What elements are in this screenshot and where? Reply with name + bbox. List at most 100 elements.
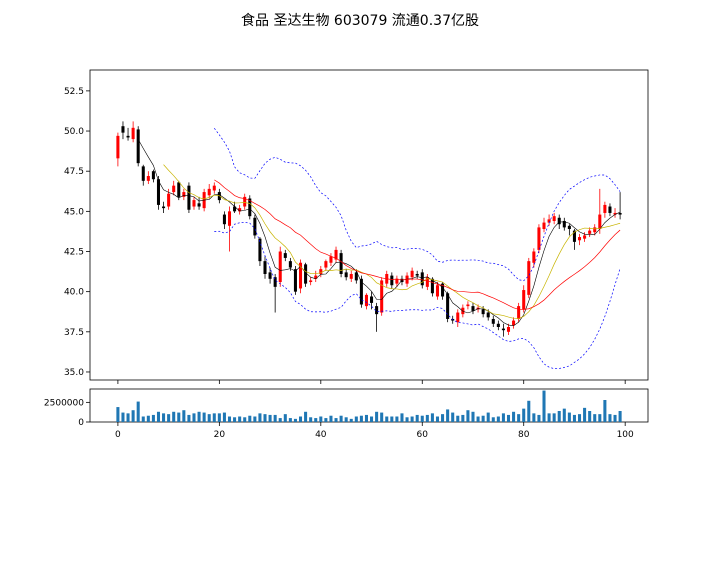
- candle-body: [162, 206, 166, 209]
- candle-body: [329, 256, 333, 263]
- candle-body: [156, 179, 161, 205]
- candle-body: [207, 188, 211, 196]
- volume-bar: [537, 414, 541, 422]
- candle-body: [425, 277, 429, 287]
- chart-title: 食品 圣达生物 603079 流通0.37亿股: [241, 13, 479, 29]
- candle-body: [293, 269, 297, 292]
- volume-bar: [603, 400, 607, 422]
- volume-bar: [370, 416, 374, 422]
- candle-body: [562, 220, 566, 228]
- volume-bar: [491, 417, 495, 422]
- volume-bar: [532, 413, 536, 422]
- volume-bar: [141, 416, 145, 422]
- candle-body: [415, 273, 419, 276]
- volume-bar: [238, 416, 242, 422]
- candle-body: [441, 283, 445, 297]
- volume-bar: [202, 412, 206, 422]
- ma-mid-line: [163, 164, 621, 319]
- candle-body: [233, 206, 237, 212]
- volume-bar: [572, 414, 576, 422]
- candle-body: [517, 306, 521, 319]
- volume-bar: [248, 415, 252, 422]
- y-tick-label: 37.5: [64, 328, 84, 338]
- candle-body: [349, 273, 353, 279]
- volume-bar: [121, 412, 125, 422]
- candle-body: [613, 212, 617, 215]
- candle-body: [263, 261, 267, 274]
- candle-body: [141, 166, 145, 181]
- candle-body: [182, 192, 186, 197]
- volume-bar: [314, 418, 318, 422]
- candle-body: [527, 261, 531, 295]
- volume-bar: [527, 400, 531, 422]
- x-tick-label: 40: [315, 430, 327, 440]
- candle-body: [608, 206, 612, 213]
- volume-bar: [613, 414, 617, 422]
- volume-bar: [192, 413, 196, 422]
- price-axis: 35.0 37.5 40.0 42.5 45.0 47.5 50.0 52.5: [64, 87, 90, 378]
- candle-body: [512, 320, 516, 326]
- volume-bar: [172, 411, 176, 422]
- y-tick-label: 40.0: [64, 288, 84, 298]
- volume-bar: [430, 413, 434, 422]
- candle-body: [288, 261, 292, 268]
- volume-bar: [151, 414, 155, 422]
- volume-bar: [136, 401, 140, 422]
- candle-body: [375, 306, 379, 315]
- candle-body: [273, 277, 277, 287]
- x-tick-label: 60: [417, 430, 429, 440]
- x-tick-label: 80: [518, 430, 530, 440]
- candle-body: [131, 127, 135, 140]
- candle-body: [121, 126, 125, 133]
- volume-bar: [162, 413, 166, 422]
- candle-body: [304, 264, 308, 284]
- volume-bar: [435, 416, 440, 422]
- volume-bar: [324, 418, 328, 422]
- volume-bar: [461, 414, 465, 422]
- candle-body: [588, 230, 592, 234]
- candle-body: [395, 278, 399, 284]
- volume-bar: [243, 417, 247, 422]
- volume-bar: [512, 411, 516, 422]
- x-tick-label: 20: [214, 430, 226, 440]
- volume-bar: [375, 411, 379, 422]
- volume-bar: [283, 414, 287, 422]
- volume-bar: [293, 418, 297, 422]
- volume-bar: [446, 409, 450, 422]
- candle-body: [298, 262, 303, 289]
- volume-bar: [197, 411, 201, 422]
- volume-bar: [567, 412, 571, 422]
- volume-bar: [390, 416, 394, 422]
- ma-long-line: [214, 179, 621, 310]
- volume-bar: [593, 414, 597, 422]
- candle-body: [258, 238, 262, 262]
- candle-body: [243, 196, 247, 207]
- candle-body: [278, 251, 282, 283]
- candle-body: [370, 296, 374, 303]
- volume-bar: [542, 390, 546, 422]
- price-panel-frame: [89, 69, 649, 381]
- candle-body: [314, 275, 318, 279]
- volume-bar: [329, 415, 333, 422]
- candle-body: [598, 214, 602, 230]
- candle-body: [542, 222, 546, 230]
- volume-bar: [273, 414, 277, 422]
- candle-body: [172, 185, 176, 193]
- candle-body: [466, 304, 470, 307]
- candle-body: [583, 235, 587, 239]
- candle-body: [248, 198, 252, 217]
- volume-tick-label: 0: [78, 418, 84, 428]
- volume-bar: [304, 411, 308, 422]
- candle-body: [146, 176, 150, 181]
- volume-axis: 0 2500000: [44, 398, 90, 428]
- volume-bar: [354, 416, 358, 422]
- volume-bar: [557, 411, 561, 422]
- candle-body: [577, 237, 582, 241]
- x-axis: 0 20 40 60 80 100: [115, 380, 634, 440]
- volume-bar: [547, 413, 551, 422]
- volume-bar: [217, 413, 221, 422]
- volume-bar: [400, 413, 404, 422]
- volume-bar: [116, 407, 120, 422]
- volume-bar: [258, 413, 262, 422]
